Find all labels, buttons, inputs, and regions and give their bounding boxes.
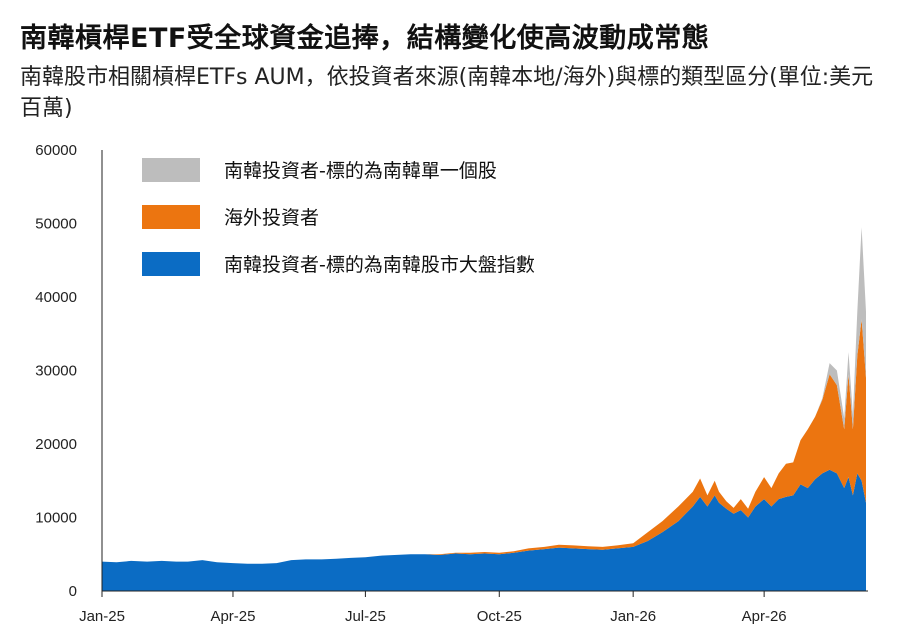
- legend-swatch-gray: [142, 158, 200, 182]
- legend-label-blue: 南韓投資者-標的為南韓股市大盤指數: [224, 254, 535, 276]
- y-tick-labels: 0 10000 20000 30000 40000 50000 60000: [35, 142, 77, 600]
- y-tick-label: 30000: [35, 363, 77, 380]
- y-tick-label: 60000: [35, 142, 77, 159]
- x-tick-label: Jan-25: [79, 608, 125, 625]
- page-title: 南韓槓桿ETF受全球資金追捧，結構變化使高波動成常態: [20, 23, 710, 54]
- x-tick-label: Apr-25: [210, 608, 255, 625]
- x-tick-label: Jan-26: [610, 608, 656, 625]
- y-tick-label: 50000: [35, 216, 77, 233]
- legend-swatch-orange: [142, 205, 200, 229]
- x-tick-label: Jul-25: [345, 608, 386, 625]
- y-tick-label: 10000: [35, 510, 77, 527]
- area-series-blue: [102, 469, 866, 591]
- page-subtitle: 南韓股市相關槓桿ETFs AUM，依投資者來源(南韓本地/海外)與標的類型區分(…: [20, 65, 874, 121]
- legend-label-gray: 南韓投資者-標的為南韓單一個股: [224, 160, 497, 182]
- y-tick-label: 40000: [35, 289, 77, 306]
- area-layers: [102, 227, 866, 591]
- legend-swatch-blue: [142, 252, 200, 276]
- x-tick-label: Apr-26: [742, 608, 787, 625]
- y-tick-label: 20000: [35, 436, 77, 453]
- legend-label-orange: 海外投資者: [224, 207, 319, 229]
- y-tick-label: 0: [69, 583, 77, 600]
- x-tick-labels: Jan-25 Apr-25 Jul-25 Oct-25 Jan-26 Apr-26: [79, 591, 787, 625]
- x-tick-label: Oct-25: [477, 608, 522, 625]
